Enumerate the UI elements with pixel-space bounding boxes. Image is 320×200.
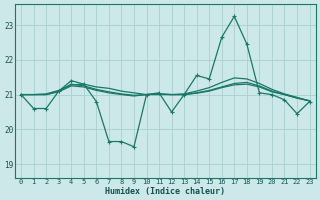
X-axis label: Humidex (Indice chaleur): Humidex (Indice chaleur) — [105, 187, 225, 196]
